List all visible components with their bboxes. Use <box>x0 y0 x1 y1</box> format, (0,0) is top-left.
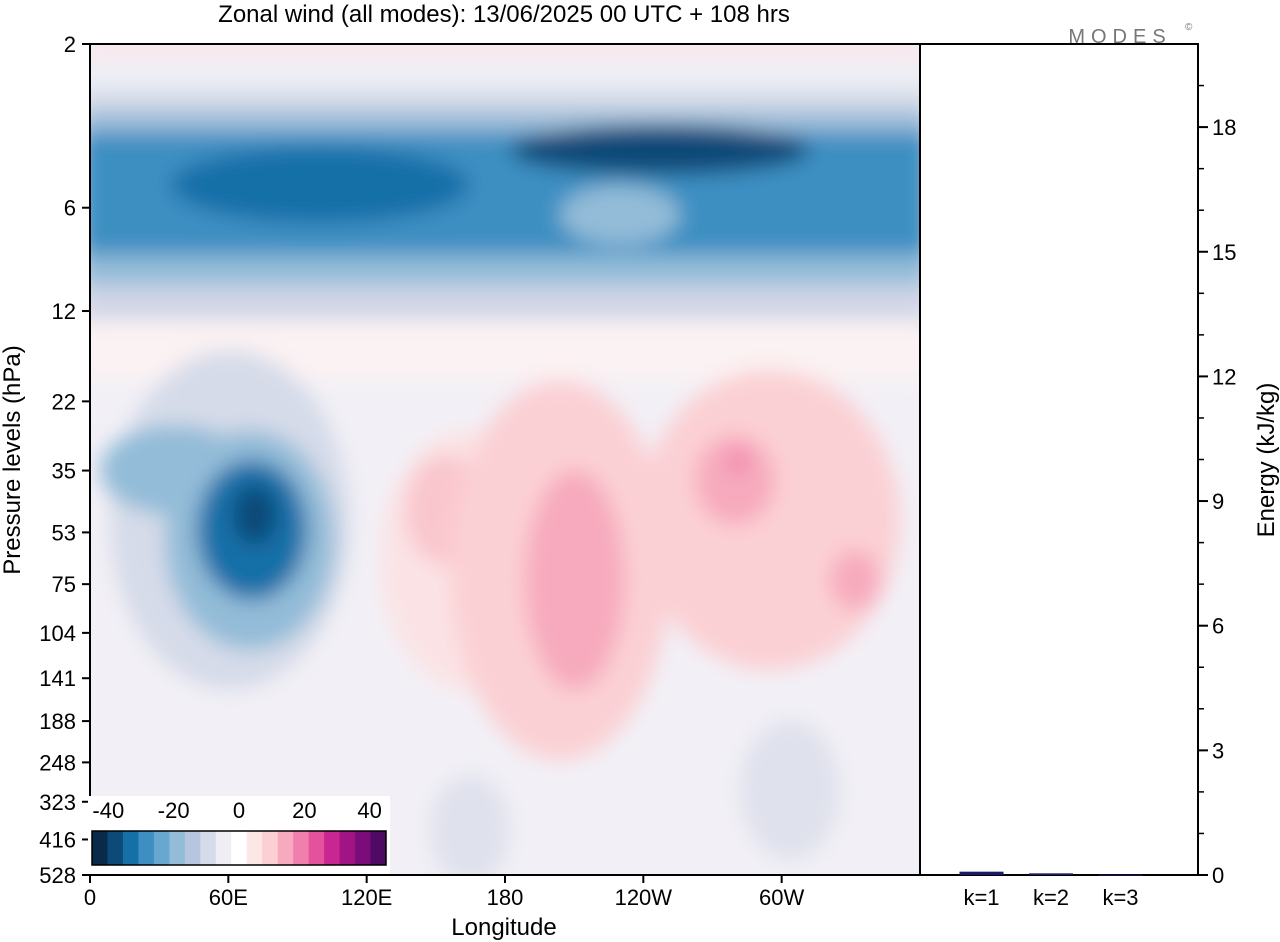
colorbar-swatch <box>262 831 279 865</box>
shade-band-3 <box>90 255 920 290</box>
energy-tick-label: 9 <box>1212 489 1224 514</box>
energy-tick-label: 0 <box>1212 863 1224 888</box>
mode-label: k=3 <box>1102 885 1138 910</box>
energy-axis-label: Energy (kJ/kg) <box>1253 383 1280 538</box>
colorbar-swatch <box>324 831 341 865</box>
colorbar-swatch <box>277 831 294 865</box>
colorbar-label: 40 <box>357 798 381 823</box>
pressure-tick-label: 104 <box>39 621 76 646</box>
energy-frame <box>919 43 1199 876</box>
colorbar-swatch <box>293 831 310 865</box>
colorbar-label: 0 <box>233 798 245 823</box>
pressure-tick-label: 528 <box>39 863 76 888</box>
colorbar-swatch <box>122 831 139 865</box>
longitude-tick-label: 120E <box>341 885 392 910</box>
wind-field <box>90 44 920 875</box>
shade-east-pale <box>640 370 900 670</box>
energy-axis: 0 3 6 9 12 15 18 <box>1198 84 1236 888</box>
energy-bar <box>1098 874 1143 876</box>
colorbar-swatch <box>107 831 124 865</box>
shade-east-core <box>730 448 746 476</box>
energy-tick-label: 6 <box>1212 614 1224 639</box>
colorbar-swatch <box>370 831 387 865</box>
colorbar: -40 -20 0 20 40 <box>88 796 390 874</box>
shade-top-neutral <box>90 60 920 90</box>
energy-panel: 0 3 6 9 12 15 18 k=1 k=2 k=3 Energy (kJ/kg) <box>919 43 1280 910</box>
pressure-tick-label: 248 <box>39 750 76 775</box>
shade-east-pink <box>695 435 775 525</box>
longitude-axis: 0 60E 120E 180 120W 60W <box>84 875 805 910</box>
colorbar-swatch <box>153 831 170 865</box>
colorbar-label: -20 <box>158 798 190 823</box>
colorbar-swatch <box>200 831 217 865</box>
pressure-tick-label: 12 <box>52 299 76 324</box>
pressure-tick-label: 75 <box>52 572 76 597</box>
mode-label: k=2 <box>1033 885 1069 910</box>
mode-axis: k=1 k=2 k=3 <box>963 885 1138 910</box>
colorbar-swatch <box>169 831 186 865</box>
pressure-tick-label: 141 <box>39 666 76 691</box>
colorbar-swatch <box>246 831 263 865</box>
shade-easterly-gap <box>560 185 680 245</box>
mode-label: k=1 <box>963 885 999 910</box>
colorbar-swatch <box>355 831 372 865</box>
energy-tick-label: 3 <box>1212 738 1224 763</box>
longitude-tick-label: 0 <box>84 885 96 910</box>
colorbar-swatch <box>339 831 356 865</box>
energy-bars <box>959 871 1143 876</box>
shade-band-4 <box>90 285 920 325</box>
logo-mark: © <box>1185 22 1193 33</box>
pressure-tick-label: 323 <box>39 790 76 815</box>
pressure-tick-label: 188 <box>39 709 76 734</box>
shade-lower-mid <box>430 775 510 875</box>
energy-tick-label: 15 <box>1212 240 1236 265</box>
chart-title: Zonal wind (all modes): 13/06/2025 00 UT… <box>218 1 790 28</box>
modes-logo: MODES <box>1068 26 1171 48</box>
x-axis-label: Longitude <box>451 914 556 941</box>
energy-bar <box>1029 873 1073 875</box>
colorbar-label: -40 <box>92 798 124 823</box>
energy-tick-label: 18 <box>1212 115 1236 140</box>
longitude-tick-label: 120W <box>615 885 673 910</box>
colorbar-swatch <box>138 831 155 865</box>
pressure-tick-label: 2 <box>64 32 76 57</box>
pressure-tick-label: 416 <box>39 827 76 852</box>
colorbar-swatch <box>231 831 248 865</box>
colorbar-swatch <box>215 831 232 865</box>
shade-lower-east <box>740 720 840 860</box>
colorbar-label: 20 <box>292 798 316 823</box>
pressure-tick-label: 53 <box>52 520 76 545</box>
colorbar-swatch <box>92 831 108 865</box>
shade-mid-pink <box>525 470 625 690</box>
pressure-axis: 2 6 12 22 35 53 75 104 141 188 248 323 416 528 <box>39 32 90 888</box>
longitude-tick-label: 60W <box>759 885 804 910</box>
pressure-tick-label: 35 <box>52 459 76 484</box>
longitude-tick-label: 60E <box>209 885 248 910</box>
colorbar-swatch <box>308 831 325 865</box>
heatmap-panel: 2 6 12 22 35 53 75 104 141 188 248 323 416 528 0 60E 12… <box>0 32 921 941</box>
shade-jet-core <box>233 485 277 545</box>
longitude-tick-label: 180 <box>487 885 524 910</box>
colorbar-swatch <box>184 831 201 865</box>
y-axis-label: Pressure levels (hPa) <box>0 345 26 574</box>
colorbar-frame <box>91 830 387 866</box>
energy-bar <box>959 871 1004 875</box>
pressure-tick-label: 6 <box>64 196 76 221</box>
shade-easterly-max-east <box>170 147 470 223</box>
pressure-tick-label: 22 <box>52 389 76 414</box>
energy-tick-label: 12 <box>1212 364 1236 389</box>
shade-easterly-max-west <box>510 125 810 175</box>
shade-far-east <box>830 550 880 610</box>
